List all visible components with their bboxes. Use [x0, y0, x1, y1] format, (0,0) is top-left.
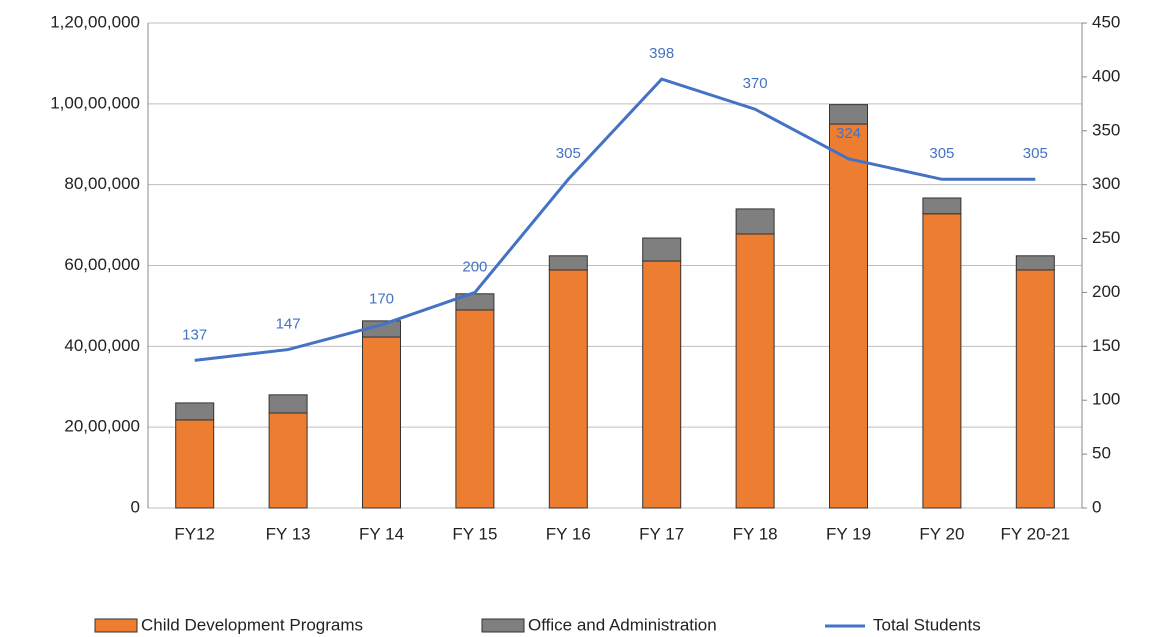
- legend-label: Total Students: [873, 615, 981, 634]
- y-tick-label: 60,00,000: [64, 255, 140, 274]
- bar-segment: [548, 269, 588, 509]
- y2-tick-label: 150: [1092, 336, 1120, 355]
- bar-segment: [362, 336, 401, 509]
- bar-segment: [829, 104, 868, 125]
- y2-tick-label: 100: [1092, 390, 1120, 409]
- bar-segment: [175, 419, 215, 509]
- legend-swatch: [94, 618, 138, 633]
- bar-segment: [642, 260, 682, 509]
- x-tick-label: FY 19: [826, 524, 871, 543]
- bar-segment: [1015, 255, 1055, 271]
- data-label: 305: [556, 145, 581, 162]
- x-tick-label: FY 16: [546, 524, 591, 543]
- bar-segment: [175, 402, 215, 421]
- y-tick-label: 1,00,00,000: [50, 93, 140, 112]
- legend-label: Office and Administration: [528, 615, 717, 634]
- bar-segment: [922, 197, 962, 215]
- y-tick-label: 80,00,000: [64, 174, 140, 193]
- bar-segment: [268, 412, 308, 509]
- bar-segment: [922, 213, 962, 509]
- data-label: 370: [743, 75, 768, 92]
- y-tick-label: 40,00,000: [64, 336, 140, 355]
- y2-tick-label: 300: [1092, 174, 1120, 193]
- x-tick-label: FY 20: [919, 524, 964, 543]
- data-label: 147: [276, 316, 301, 333]
- bar-segment: [735, 233, 775, 509]
- y-tick-label: 1,20,00,000: [50, 12, 140, 31]
- x-tick-label: FY 13: [266, 524, 311, 543]
- legend-label: Child Development Programs: [141, 615, 363, 634]
- y2-tick-label: 0: [1092, 497, 1101, 516]
- y2-tick-label: 400: [1092, 66, 1120, 85]
- bar-segment: [735, 208, 775, 235]
- line: [194, 77, 1036, 362]
- y2-tick-label: 350: [1092, 120, 1120, 139]
- data-label: 200: [462, 258, 487, 275]
- x-tick-label: FY 20-21: [1000, 524, 1070, 543]
- x-tick-label: FY 17: [639, 524, 684, 543]
- x-tick-label: FY 14: [359, 524, 404, 543]
- bar-segment: [1015, 269, 1055, 509]
- bar-segment: [455, 309, 495, 509]
- y-tick-label: 20,00,000: [64, 417, 140, 436]
- data-label: 305: [1023, 145, 1048, 162]
- data-label: 398: [649, 45, 674, 62]
- x-tick-label: FY 18: [733, 524, 778, 543]
- legend-swatch: [481, 618, 525, 633]
- x-tick-label: FY12: [174, 524, 215, 543]
- y2-tick-label: 250: [1092, 228, 1120, 247]
- data-label: 137: [182, 326, 207, 343]
- bar-segment: [548, 255, 588, 271]
- y2-tick-label: 200: [1092, 282, 1120, 301]
- y2-tick-label: 450: [1092, 12, 1120, 31]
- data-label: 324: [836, 125, 861, 142]
- y2-tick-label: 50: [1092, 444, 1111, 463]
- y-tick-label: 0: [131, 497, 140, 516]
- bar-segment: [642, 237, 682, 262]
- data-label: 170: [369, 291, 394, 308]
- bar-segment: [268, 394, 308, 414]
- x-tick-label: FY 15: [452, 524, 497, 543]
- bar-segment: [829, 123, 868, 509]
- data-label: 305: [929, 145, 954, 162]
